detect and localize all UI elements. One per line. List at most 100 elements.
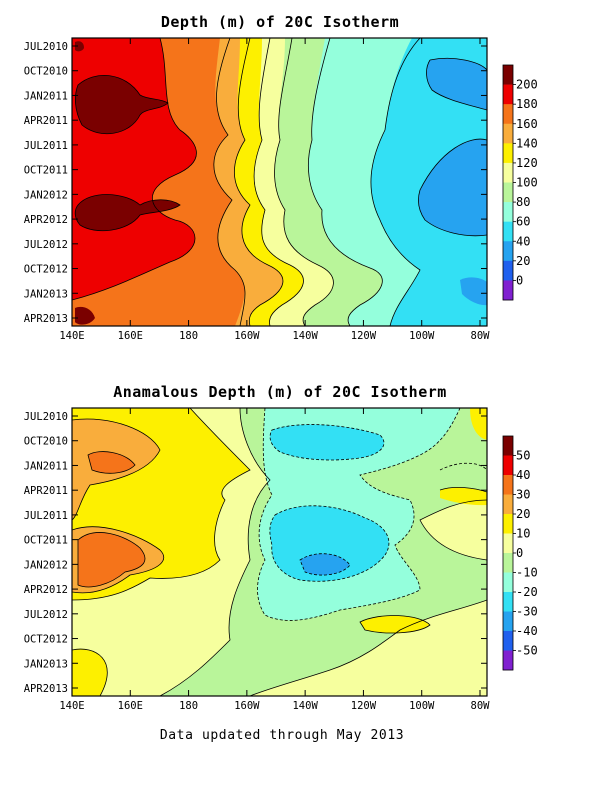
band-anom-neg30b <box>269 505 389 582</box>
colorbar-swatch <box>503 280 513 301</box>
axes-depth: JUL2010 OCT2010 JAN2011 APR2011 JUL2011 OCT20… <box>24 38 490 342</box>
y-tick-label: JAN2013 <box>24 288 68 300</box>
colorbar-label: 20 <box>516 254 530 268</box>
colorbar-swatch <box>503 84 513 105</box>
colorbar-label: 10 <box>516 527 530 541</box>
band-depth-20c <box>460 277 487 306</box>
colorbar-label: 100 <box>516 176 538 190</box>
colorbar-label: 140 <box>516 136 538 150</box>
plot-frame-anomaly <box>71 407 488 697</box>
x-tick-label: 80W <box>471 330 491 342</box>
colorbar-label: 180 <box>516 97 538 111</box>
chart-title-anomaly: Anamalous Depth (m) of 20C Isotherm <box>113 383 447 401</box>
band-depth-20b <box>418 139 487 236</box>
chart-title-depth: Depth (m) of 20C Isotherm <box>161 13 399 31</box>
colorbar-label: 20 <box>516 507 530 521</box>
blob-depth-200d <box>75 41 84 52</box>
colorbar-swatch <box>503 494 513 515</box>
colorbar-swatch <box>503 143 513 164</box>
colorbar-swatch <box>503 475 513 495</box>
y-tick-label: JAN2012 <box>24 559 68 571</box>
x-tick-label: 80W <box>471 700 491 712</box>
colorbar-swatch <box>503 104 513 125</box>
y-tick-label: OCT2010 <box>24 436 68 448</box>
x-tick-label: 140E <box>59 330 84 342</box>
band-depth-120 <box>234 38 304 326</box>
colorbar-label: 30 <box>516 488 530 502</box>
colorbar-label: -20 <box>516 585 538 599</box>
band-depth-60 <box>308 38 420 326</box>
x-tick-label: 100W <box>409 700 435 712</box>
y-tick-label: JUL2011 <box>24 140 68 152</box>
x-tick-label: 160E <box>118 700 143 712</box>
heatmap-depth <box>72 38 487 326</box>
panel-depth: Depth (m) of 20C Isotherm <box>24 13 538 342</box>
band-anom-pos10-east2 <box>360 615 430 633</box>
footer-note: Data updated through May 2013 <box>160 728 404 743</box>
band-anom-neg30 <box>270 424 384 460</box>
y-tick-label: JUL2011 <box>24 510 68 522</box>
colorbar-swatch <box>503 611 513 632</box>
y-tick-label: JAN2013 <box>24 658 68 670</box>
band-anom-neg10-east <box>440 463 487 495</box>
y-tick-label: APR2011 <box>24 485 68 497</box>
colorbar-label: -10 <box>516 566 538 580</box>
x-tick-label: 140W <box>292 700 318 712</box>
colorbar-swatch <box>503 533 513 554</box>
colorbar-label: 40 <box>516 468 530 482</box>
colorbar-swatch <box>503 650 513 671</box>
y-tick-label: OCT2012 <box>24 264 68 276</box>
x-tick-label: 140W <box>292 330 318 342</box>
colorbar-label: 0 <box>516 546 523 560</box>
colorbar-label: 40 <box>516 234 530 248</box>
colorbar-swatch <box>503 221 513 242</box>
x-tick-label: 160E <box>118 330 143 342</box>
y-tick-label: JUL2012 <box>24 239 68 251</box>
colorbar-swatch <box>503 592 513 612</box>
y-tick-label: OCT2011 <box>24 165 68 177</box>
panel-anomaly: Anamalous Depth (m) of 20C Isotherm <box>24 383 538 712</box>
colorbar-swatch <box>503 553 513 573</box>
colorbar-label: 160 <box>516 117 538 131</box>
y-tick-label: JAN2012 <box>24 189 68 201</box>
colorbar-label: 60 <box>516 215 530 229</box>
colorbar-swatch <box>503 572 513 593</box>
colorbar-swatch <box>503 631 513 651</box>
band-depth-80 <box>274 38 383 326</box>
colorbar-swatch <box>503 455 513 476</box>
band-anom-30b <box>88 451 135 474</box>
colorbar-label: 0 <box>516 273 523 287</box>
colorbar-label: -50 <box>516 644 538 658</box>
colorbar-label: -40 <box>516 624 538 638</box>
colorbar-label: 50 <box>516 449 530 463</box>
colorbar-label: 80 <box>516 195 530 209</box>
y-tick-label: OCT2010 <box>24 66 68 78</box>
x-tick-label: 160W <box>234 700 260 712</box>
x-tick-label: 160W <box>234 330 260 342</box>
band-anom-neg40 <box>300 553 350 576</box>
plot-frame-depth <box>71 37 488 327</box>
colorbar-swatch <box>503 241 513 262</box>
x-tick-label: 180 <box>179 330 198 342</box>
axes-anomaly: JUL2010 OCT2010 JAN2011 APR2011 JUL2011 OCT20… <box>24 408 490 712</box>
x-tick-label: 120W <box>351 700 377 712</box>
y-tick-label: APR2012 <box>24 584 68 596</box>
colorbar-swatch <box>503 182 513 203</box>
colorbar-swatch <box>503 202 513 222</box>
y-tick-label: JAN2011 <box>24 460 68 472</box>
x-tick-label: 140E <box>59 700 84 712</box>
colorbar-label: 120 <box>516 156 538 170</box>
colorbar-swatch <box>503 123 513 144</box>
band-depth-140 <box>213 38 283 326</box>
colorbar-swatch <box>503 65 513 85</box>
band-anom-10b <box>72 649 108 696</box>
x-tick-label: 120W <box>351 330 377 342</box>
colorbar-label: 200 <box>516 78 538 92</box>
blob-depth-200c <box>75 306 95 325</box>
y-tick-label: OCT2012 <box>24 634 68 646</box>
heatmap-anomaly <box>72 408 487 696</box>
colorbar-swatch <box>503 514 513 534</box>
y-tick-label: OCT2011 <box>24 535 68 547</box>
